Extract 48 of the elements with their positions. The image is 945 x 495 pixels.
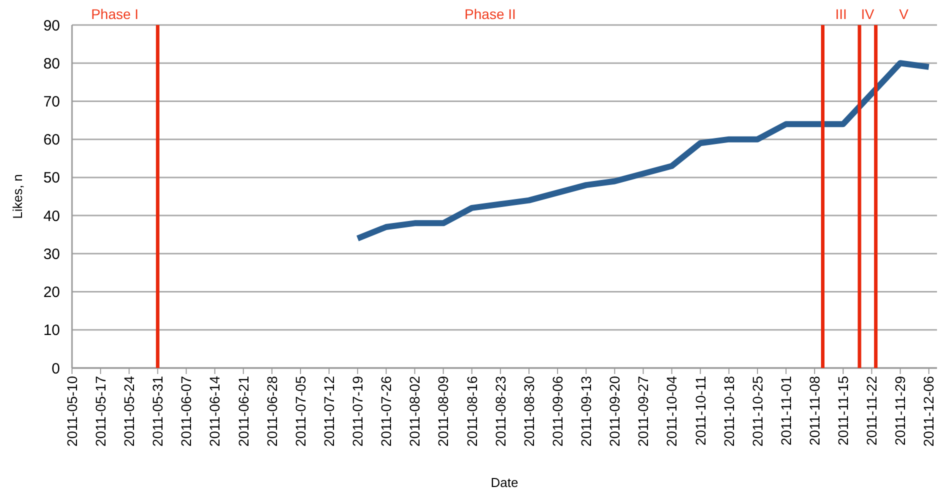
- text: IV: [861, 6, 875, 22]
- x-tick-label: 2011-05-10: [64, 376, 80, 447]
- x-tick-label: 2011-06-28: [264, 376, 280, 447]
- x-tick-label: 2011-07-19: [350, 376, 366, 447]
- y-tick-label: 50: [43, 170, 60, 187]
- text: Phase I: [91, 6, 139, 22]
- y-tick-label: 0: [52, 360, 60, 378]
- y-tick-label: 70: [43, 93, 60, 110]
- x-axis-title: Date: [490, 475, 518, 490]
- x-tick-label: 2011-08-02: [406, 376, 423, 447]
- x-tick-label: 2011-08-30: [520, 376, 537, 447]
- x-tick-label: 2011-10-25: [749, 376, 766, 447]
- x-tick-label: 2011-10-11: [692, 376, 708, 446]
- x-tick-label: 2011-09-13: [578, 376, 594, 447]
- x-tick-label: 2011-08-09: [435, 376, 452, 447]
- x-tick-label: 2011-08-16: [464, 376, 480, 447]
- x-tick-label: 2011-05-17: [92, 376, 108, 447]
- x-tick-label: 2011-09-06: [549, 376, 566, 447]
- x-tick-label: 2011-10-04: [664, 376, 680, 447]
- x-tick-label: 2011-06-14: [206, 376, 223, 447]
- x-tick-label: 2011-07-26: [378, 376, 394, 447]
- y-tick-label: 20: [43, 284, 60, 302]
- y-tick-label: 80: [43, 55, 60, 72]
- x-tick-label: 2011-11-22: [864, 376, 880, 446]
- x-tick-label: 2011-11-15: [835, 376, 852, 446]
- y-tick-label: 10: [43, 322, 60, 340]
- y-tick-label: 30: [43, 246, 60, 263]
- x-tick-label: 2011-11-29: [892, 376, 908, 446]
- text: V: [899, 6, 910, 22]
- x-tick-label: 2011-05-31: [150, 376, 166, 447]
- text: III: [835, 6, 847, 22]
- text: Phase II: [464, 6, 516, 22]
- x-tick-label: 2011-07-12: [320, 376, 337, 447]
- x-tick-label: 2011-11-01: [778, 376, 794, 446]
- x-tick-label: 2011-12-06: [920, 376, 937, 447]
- x-tick-label: 2011-07-05: [292, 376, 308, 447]
- x-tick-label: 2011-05-24: [121, 376, 138, 447]
- y-tick-label: 40: [43, 208, 60, 225]
- x-tick-label: 2011-06-07: [178, 376, 194, 447]
- x-tick-label: 2011-10-18: [720, 376, 737, 447]
- y-tick-label: 90: [43, 17, 60, 34]
- x-tick-label: 2011-09-27: [635, 376, 652, 447]
- y-tick-label: 60: [43, 132, 60, 149]
- x-tick-label: 2011-06-21: [235, 376, 252, 447]
- y-axis-title: Likes, n: [10, 174, 25, 219]
- x-tick-label: 2011-09-20: [606, 376, 623, 447]
- x-tick-label: 2011-11-08: [806, 376, 822, 446]
- x-tick-label: 2011-08-23: [492, 376, 508, 447]
